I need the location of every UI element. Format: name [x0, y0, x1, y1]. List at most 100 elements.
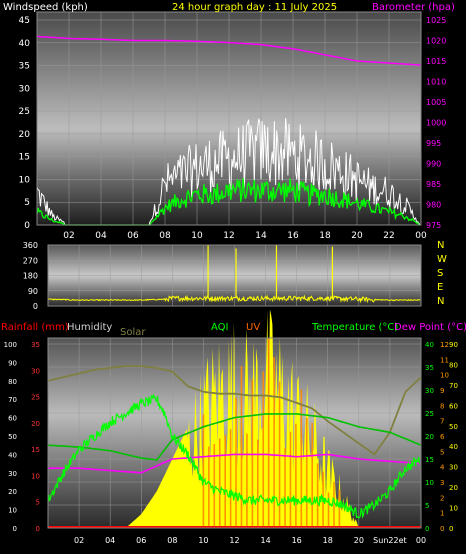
compass-label: N: [437, 240, 444, 251]
temp-x-tick: 00: [416, 536, 426, 545]
aqi-tick: 40: [449, 443, 458, 451]
windspeed-tick: 30: [19, 84, 31, 94]
aqi-tick: 10: [449, 505, 458, 513]
wind-direction-line: [47, 294, 421, 304]
temp-x-tick: 04: [105, 536, 115, 545]
uv-tick: 9: [440, 387, 444, 395]
humidity-tick: 80: [8, 378, 17, 386]
barometer-tick: 985: [426, 180, 441, 189]
uv-tick: 5: [440, 448, 444, 456]
wind-x-tick: 12: [223, 231, 234, 241]
uv-tick: 7: [440, 418, 444, 426]
humidity-tick: 0: [13, 525, 17, 533]
barometer-tick: 995: [426, 139, 441, 148]
temperature-tick: 10: [425, 479, 434, 487]
rain-tick: 20: [31, 420, 40, 428]
wind-x-tick: 20: [351, 231, 363, 241]
humidity-tick: 10: [8, 507, 17, 515]
humidity-rain-tick-labels: 0 10 20 30 40 50 60 70 80 90 100 0 5 10 15 20 25 30 35: [4, 341, 40, 533]
windspeed-tick: 35: [19, 62, 30, 72]
humidity-tick: 50: [8, 433, 17, 441]
graph-title: 24 hour graph day : 11 July 2025: [172, 2, 337, 13]
wind-x-tick: 10: [191, 231, 203, 241]
temperature-tick: 0: [425, 525, 429, 533]
direction-tick: 270: [23, 256, 38, 265]
temp-x-tick: 20: [354, 536, 364, 545]
wind-x-tick-labels: 02 04 06 08 10 12 14 16 18 20 22 00: [63, 231, 427, 241]
direction-tick: 360: [23, 241, 38, 250]
temp-x-tick: 10: [198, 536, 208, 545]
rain-tick: 25: [31, 394, 40, 402]
aqi-tick: 90: [449, 341, 458, 349]
aqi-tick: 80: [449, 361, 458, 369]
humidity-legend: Humidity: [67, 322, 112, 333]
humidity-tick: 90: [8, 359, 17, 367]
humidity-tick: 20: [8, 488, 17, 496]
windspeed-tick: 10: [19, 175, 31, 185]
direction-tick: 180: [23, 272, 38, 281]
wind-x-tick: 14: [255, 231, 267, 241]
compass-label: S: [437, 268, 443, 279]
uv-legend: UV: [246, 322, 260, 333]
windspeed-tick: 15: [19, 153, 30, 163]
direction-tick: 0: [33, 302, 38, 311]
uv-tick: 4: [440, 464, 445, 472]
direction-tick: 90: [28, 287, 38, 296]
compass-label: N: [437, 296, 444, 307]
temp-x-tick: 14: [260, 536, 270, 545]
temp-x-tick: 02: [74, 536, 84, 545]
uv-tick: 6: [440, 433, 445, 441]
rain-tick: 5: [36, 499, 40, 507]
temp-x-tick: 16: [292, 536, 302, 545]
windspeed-tick: 25: [19, 107, 30, 117]
temp-panel-series: [47, 309, 422, 528]
solar-legend: Solar: [120, 327, 146, 338]
windspeed-axis-label: Windspeed (kph): [3, 2, 88, 13]
wind-x-tick: 16: [287, 231, 299, 241]
windspeed-tick: 0: [24, 221, 30, 231]
temp-uv-aqi-tick-labels: 0510152025303540012345678910111201020304…: [425, 341, 458, 533]
uv-tick: 10: [440, 372, 449, 380]
direction-panel-frame: [47, 244, 422, 307]
temperature-tick: 25: [425, 410, 434, 418]
barometer-tick: 1025: [426, 16, 446, 25]
temperature-tick: 30: [425, 387, 434, 395]
aqi-legend: AQI: [211, 322, 229, 333]
wind-x-tick: 00: [415, 231, 427, 241]
barometer-tick: 1000: [426, 119, 446, 128]
barometer-tick: 990: [426, 160, 441, 169]
rain-tick: 10: [31, 472, 40, 480]
uv-tick: 0: [440, 525, 444, 533]
aqi-tick: 30: [449, 464, 458, 472]
barometer-tick: 975: [426, 221, 441, 230]
humidity-tick: 70: [8, 396, 17, 404]
wind-x-tick: 02: [63, 231, 74, 241]
humidity-tick: 30: [8, 470, 17, 478]
humidity-line: [47, 413, 422, 461]
temp-x-tick: 08: [167, 536, 177, 545]
uv-tick: 8: [440, 402, 444, 410]
barometer-line: [36, 35, 422, 66]
barometer-tick: 980: [426, 201, 441, 210]
direction-tick-labels: 0 90 180 270 360: [23, 241, 38, 311]
uv-tick: 12: [440, 341, 449, 349]
aqi-tick: 50: [449, 423, 458, 431]
barometer-tick: 1020: [426, 37, 446, 46]
rain-tick: 35: [31, 341, 40, 349]
humidity-tick: 60: [8, 415, 17, 423]
wind-x-tick: 08: [159, 231, 171, 241]
temp-x-tick-labels: 02 04 06 08 10 12 14 16 18 20 Sun22et 00: [74, 536, 426, 545]
rain-tick: 15: [31, 446, 40, 454]
barometer-tick: 1005: [426, 98, 446, 107]
temperature-tick: 15: [425, 456, 434, 464]
windspeed-tick: 45: [19, 16, 30, 26]
windspeed-tick: 5: [24, 198, 30, 208]
dewpoint-line: [48, 453, 422, 474]
wind-x-tick: 22: [383, 231, 394, 241]
windspeed-tick: 40: [19, 39, 31, 49]
windspeed-tick-labels: 0 5 10 15 20 25 30 35 40 45: [19, 16, 31, 231]
dewpoint-legend: Dew Point (°C): [394, 322, 466, 333]
barometer-tick: 1015: [426, 57, 446, 66]
